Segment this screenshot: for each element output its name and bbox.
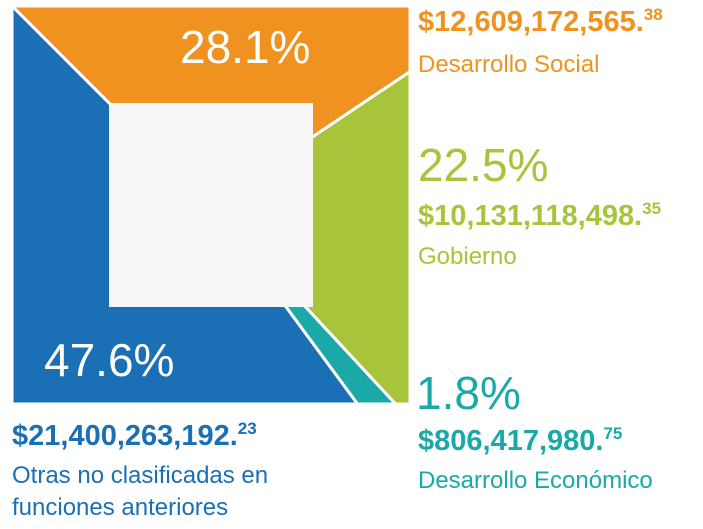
percent-label: 47.6% [44,334,175,386]
percent-label: 1.8% [416,367,521,419]
amount-label: $10,131,118,498.35 [418,199,662,233]
category-label: Desarrollo Económico [418,467,653,494]
category-label: Otras no clasificadas en funciones anter… [12,462,269,522]
percent-label: 28.1% [180,21,311,73]
amount-main: $21,400,263,192. [12,420,238,452]
amount-cents: 23 [237,419,257,438]
amount-main: $10,131,118,498. [418,200,643,232]
amount-cents: 35 [642,199,662,218]
category-label: Gobierno [418,243,517,270]
percent-label: 22.5% [418,139,549,191]
amount-label: $806,417,980.75 [418,424,623,458]
amount-main: $806,417,980. [418,425,604,457]
amount-main: $12,609,172,565. [418,6,644,38]
amount-label: $21,400,263,192.23 [12,419,257,453]
amount-cents: 75 [603,424,623,443]
amount-cents: 38 [643,5,663,24]
amount-label: $12,609,172,565.38 [418,5,663,39]
category-label: Desarrollo Social [418,51,600,78]
center-hole [109,103,313,307]
